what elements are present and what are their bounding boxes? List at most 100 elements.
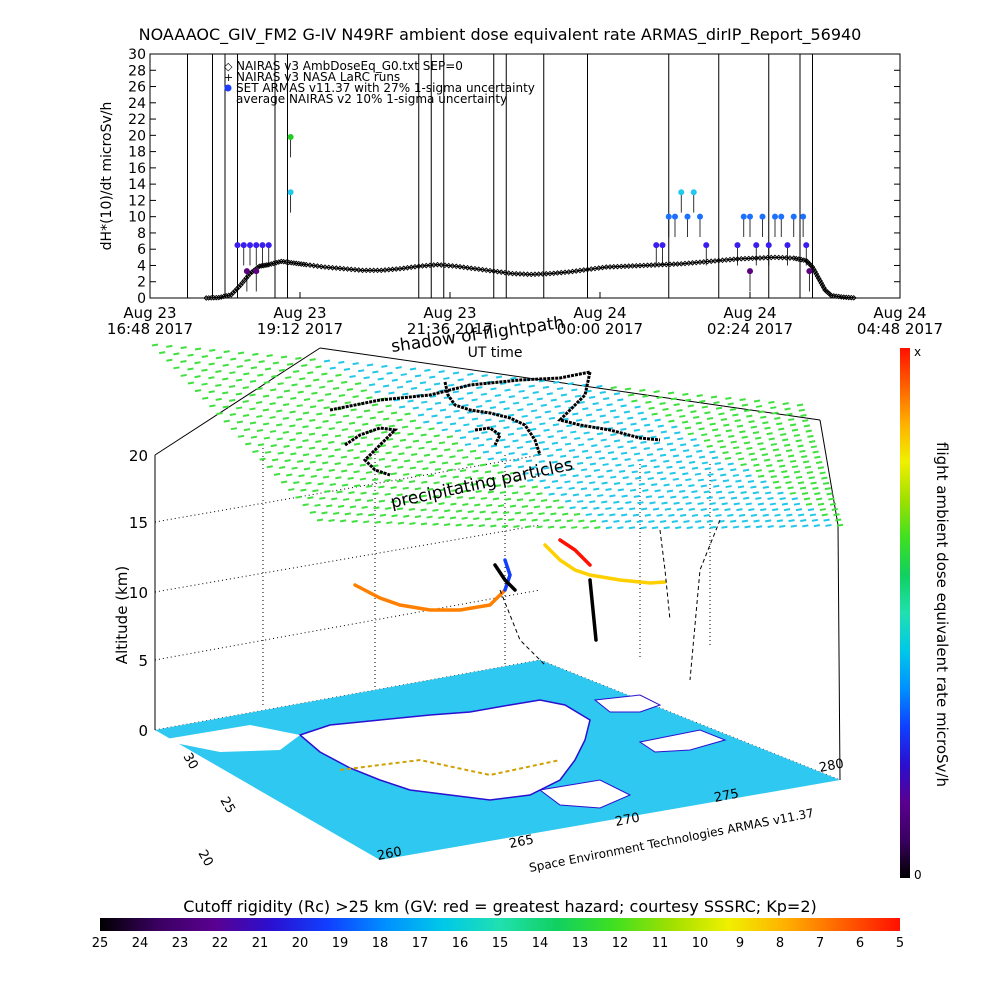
particle-dash <box>650 459 657 463</box>
particle-dash <box>215 383 222 387</box>
particle-dash <box>337 504 345 508</box>
particle-dash <box>408 493 415 497</box>
particle-dash <box>249 379 257 383</box>
longitude-ticks: 280 275 270 265 260 <box>376 756 845 863</box>
particle-dash <box>718 412 725 416</box>
particle-dash <box>319 496 326 500</box>
particle-dash <box>696 394 703 398</box>
particle-dash <box>429 375 436 379</box>
particle-dash <box>692 415 700 419</box>
particle-dash <box>607 451 615 455</box>
legend-symbol: + <box>224 71 233 84</box>
particle-dash <box>513 458 520 462</box>
particle-dash <box>645 495 653 499</box>
particle-dash <box>438 502 445 506</box>
nairas-point <box>449 263 456 269</box>
particle-dash <box>621 513 628 517</box>
nairas-point <box>610 263 617 270</box>
particle-dash <box>348 421 356 425</box>
particle-dash <box>564 442 572 446</box>
particle-dash <box>414 515 422 519</box>
particle-dash <box>665 413 672 417</box>
particle-dash <box>606 426 614 430</box>
particle-dash <box>666 442 674 446</box>
particle-dash <box>187 381 195 385</box>
particle-dash <box>617 507 624 511</box>
particle-dash <box>335 373 342 377</box>
particle-dash <box>788 519 795 523</box>
legend-label: NAIRAS v3 AmbDoseEq_G0.txt SEP=0 <box>236 59 463 73</box>
particle-dash <box>556 387 564 391</box>
particle-dash <box>721 502 728 506</box>
particle-dash <box>244 358 251 362</box>
particle-dash <box>429 394 437 398</box>
plot-frame <box>149 53 901 299</box>
particle-dash <box>266 354 273 358</box>
particle-dash <box>690 438 697 442</box>
particle-dash <box>283 389 291 393</box>
particle-dash <box>372 492 379 496</box>
particle-dash <box>790 524 797 528</box>
particle-dash <box>504 388 511 392</box>
particle-dash <box>329 413 336 417</box>
particle-dash <box>215 397 222 401</box>
particle-dash <box>291 466 298 470</box>
particle-dash <box>256 401 263 405</box>
particle-dash <box>521 505 529 508</box>
rigidity-tick-label: 12 <box>612 936 629 951</box>
particle-dash <box>789 423 797 427</box>
particle-dash <box>637 411 644 415</box>
particle-dash <box>307 371 314 375</box>
particle-dash <box>484 470 492 474</box>
particle-dash <box>668 419 675 423</box>
particle-dash <box>574 394 582 398</box>
particle-dash <box>166 358 173 362</box>
longitude-tick-label: 265 <box>508 832 535 851</box>
particle-dash <box>817 466 825 470</box>
particle-dash <box>487 457 494 461</box>
particle-dash <box>547 435 554 439</box>
particle-dash <box>536 492 543 496</box>
particle-dash <box>447 468 454 472</box>
particle-dash <box>709 450 716 454</box>
particle-dash <box>750 513 758 517</box>
particle-dash <box>492 464 499 468</box>
particle-dash <box>491 510 498 514</box>
particle-dash <box>269 429 277 433</box>
particle-dash <box>454 462 461 466</box>
particle-dash <box>295 431 303 435</box>
particle-dash <box>467 523 474 527</box>
particle-dash <box>659 520 667 524</box>
particle-dash <box>194 375 201 379</box>
particle-dash <box>663 526 670 530</box>
particle-dash <box>733 446 740 450</box>
particle-dash <box>559 525 566 529</box>
particle-dash <box>305 384 312 388</box>
particle-dash <box>402 392 409 396</box>
nairas-point <box>659 261 666 268</box>
particle-dash <box>540 403 547 407</box>
particle-dash <box>776 422 783 426</box>
rigidity-tick-label: 7 <box>816 936 824 951</box>
particle-dash <box>715 406 723 410</box>
particle-dash <box>781 502 789 506</box>
particle-dash <box>721 525 728 529</box>
particle-dash <box>643 423 651 427</box>
particle-dash <box>342 414 350 418</box>
particle-dash <box>517 408 524 412</box>
particle-dash <box>732 525 740 529</box>
particle-dash <box>399 405 406 409</box>
particle-dash <box>673 501 680 505</box>
particle-dash <box>441 461 449 465</box>
particle-dash <box>328 440 335 444</box>
particle-dash <box>518 389 525 393</box>
particle-dash <box>315 440 322 444</box>
particle-dash <box>571 388 578 392</box>
flightpath-shadow <box>329 370 661 477</box>
particle-dash <box>499 400 506 404</box>
particle-dash <box>551 441 559 445</box>
particle-dash <box>633 452 641 456</box>
particle-dash <box>593 487 600 491</box>
particle-dash <box>446 435 454 439</box>
rigidity-tick-label: 17 <box>412 936 429 951</box>
